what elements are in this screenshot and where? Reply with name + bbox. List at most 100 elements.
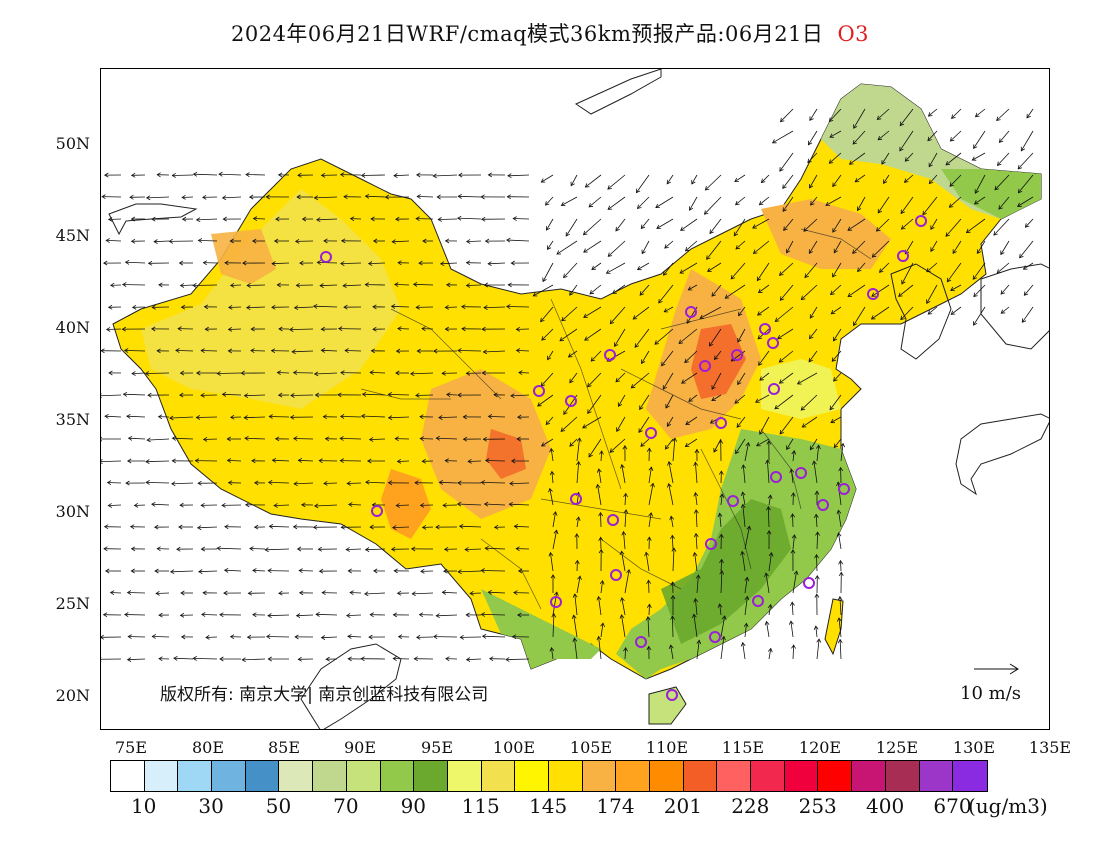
wind-arrow-head bbox=[221, 392, 227, 397]
wind-arrow-head bbox=[972, 275, 977, 280]
wind-arrow-head bbox=[668, 644, 674, 649]
wind-arrow bbox=[457, 350, 482, 352]
wind-arrow-head bbox=[734, 200, 740, 206]
wind-arrow-head bbox=[484, 545, 489, 551]
lon-label-125e: 125E bbox=[875, 738, 919, 757]
southwest-green-fringe bbox=[481, 589, 601, 669]
wind-arrow-head bbox=[397, 260, 402, 266]
wind-arrow-head bbox=[481, 326, 486, 332]
wind-arrow-head bbox=[395, 216, 400, 222]
wind-arrow bbox=[768, 604, 772, 616]
wind-arrow-head bbox=[364, 591, 369, 597]
wind-arrow bbox=[871, 306, 890, 320]
wind-arrow-head bbox=[949, 137, 955, 142]
wind-arrow-head bbox=[465, 283, 471, 288]
wind-arrow-head bbox=[387, 415, 393, 421]
wind-arrow bbox=[1017, 152, 1034, 170]
wind-arrow-head bbox=[229, 282, 235, 288]
wind-arrow-head bbox=[481, 370, 487, 376]
wind-arrow bbox=[106, 240, 122, 242]
wind-arrow-head bbox=[318, 458, 323, 464]
wind-arrow-head bbox=[397, 634, 403, 640]
wind-arrow-head bbox=[322, 414, 328, 420]
wind-arrow-head bbox=[813, 625, 819, 630]
wind-arrow-head bbox=[778, 271, 784, 276]
legend-swatch bbox=[346, 761, 381, 791]
province-borders bbox=[360, 228, 872, 610]
wind-arrow bbox=[388, 416, 410, 419]
wind-arrow bbox=[661, 350, 674, 367]
wind-arrow bbox=[927, 130, 938, 141]
wind-arrow bbox=[735, 240, 746, 250]
wind-arrow bbox=[744, 623, 747, 638]
wind-arrow bbox=[180, 284, 194, 286]
pollutant-label: O3 bbox=[837, 22, 870, 46]
wind-arrow-head bbox=[396, 458, 402, 464]
wind-arrow bbox=[569, 438, 578, 447]
wind-arrow-head bbox=[273, 503, 278, 508]
wind-arrow bbox=[734, 174, 746, 182]
wind-arrow bbox=[388, 394, 410, 396]
wind-arrow bbox=[541, 174, 554, 183]
wind-arrow-head bbox=[179, 392, 184, 398]
wind-arrow-head bbox=[104, 172, 109, 178]
city-marker bbox=[915, 215, 927, 227]
wind-arrow bbox=[222, 196, 242, 199]
wind-arrow bbox=[647, 616, 650, 638]
wind-arrow bbox=[996, 108, 1010, 121]
wind-arrow bbox=[247, 284, 266, 286]
wind-arrow bbox=[735, 438, 746, 454]
wind-arrow-head bbox=[411, 591, 416, 597]
wind-arrow-head bbox=[656, 224, 661, 229]
wind-arrow-head bbox=[122, 391, 128, 397]
wind-arrow-head bbox=[548, 551, 554, 557]
wind-arrow-head bbox=[598, 511, 604, 517]
wind-arrow bbox=[952, 240, 962, 254]
wind-arrow-head bbox=[971, 156, 977, 161]
wind-arrow bbox=[244, 394, 266, 397]
wind-arrow-head bbox=[588, 452, 593, 458]
wind-arrow-head bbox=[600, 622, 605, 627]
wind-arrow-head bbox=[616, 427, 621, 432]
wind-arrow-head bbox=[626, 569, 631, 574]
wind-arrow-head bbox=[464, 547, 469, 552]
wind-arrow bbox=[640, 218, 650, 229]
wind-arrow-head bbox=[848, 160, 854, 165]
wind-arrow-head bbox=[254, 480, 259, 486]
wind-arrow-head bbox=[518, 370, 523, 376]
wind-arrow-head bbox=[681, 379, 686, 384]
wind-arrow-head bbox=[508, 501, 513, 507]
wind-arrow-head bbox=[147, 392, 152, 398]
wind-arrow-head bbox=[320, 348, 326, 353]
north-hotspot bbox=[691, 324, 746, 399]
wind-arrow-head bbox=[655, 203, 660, 208]
wind-arrow-head bbox=[156, 348, 161, 354]
wind-arrow bbox=[637, 196, 650, 209]
wind-arrow-head bbox=[900, 209, 905, 215]
wind-arrow bbox=[928, 152, 938, 167]
wind-arrow-head bbox=[667, 461, 672, 466]
wind-arrow bbox=[245, 174, 266, 176]
wind-arrow-head bbox=[294, 238, 300, 244]
wind-arrow-head bbox=[572, 637, 578, 643]
wind-arrow-head bbox=[574, 559, 580, 565]
wind-arrow bbox=[833, 328, 842, 342]
wind-arrow-head bbox=[127, 634, 132, 640]
wind-arrow-head bbox=[410, 371, 415, 377]
wind-arrow bbox=[145, 372, 170, 374]
wind-arrow-head bbox=[247, 590, 253, 596]
wind-arrow bbox=[839, 639, 842, 660]
wind-arrow bbox=[196, 218, 218, 221]
wind-arrow-head bbox=[298, 568, 303, 574]
wind-arrow-head bbox=[853, 124, 858, 129]
wind-arrow-head bbox=[484, 238, 490, 244]
wind-arrow bbox=[832, 174, 842, 187]
wind-arrow-head bbox=[130, 172, 136, 178]
wind-arrow bbox=[900, 196, 914, 214]
wind-arrow-head bbox=[832, 228, 837, 233]
wind-arrow-head bbox=[361, 391, 367, 397]
wind-arrow-head bbox=[293, 305, 299, 311]
wind-arrow-head bbox=[703, 210, 709, 215]
wind-arrow bbox=[445, 306, 458, 308]
wind-arrow bbox=[550, 448, 554, 462]
